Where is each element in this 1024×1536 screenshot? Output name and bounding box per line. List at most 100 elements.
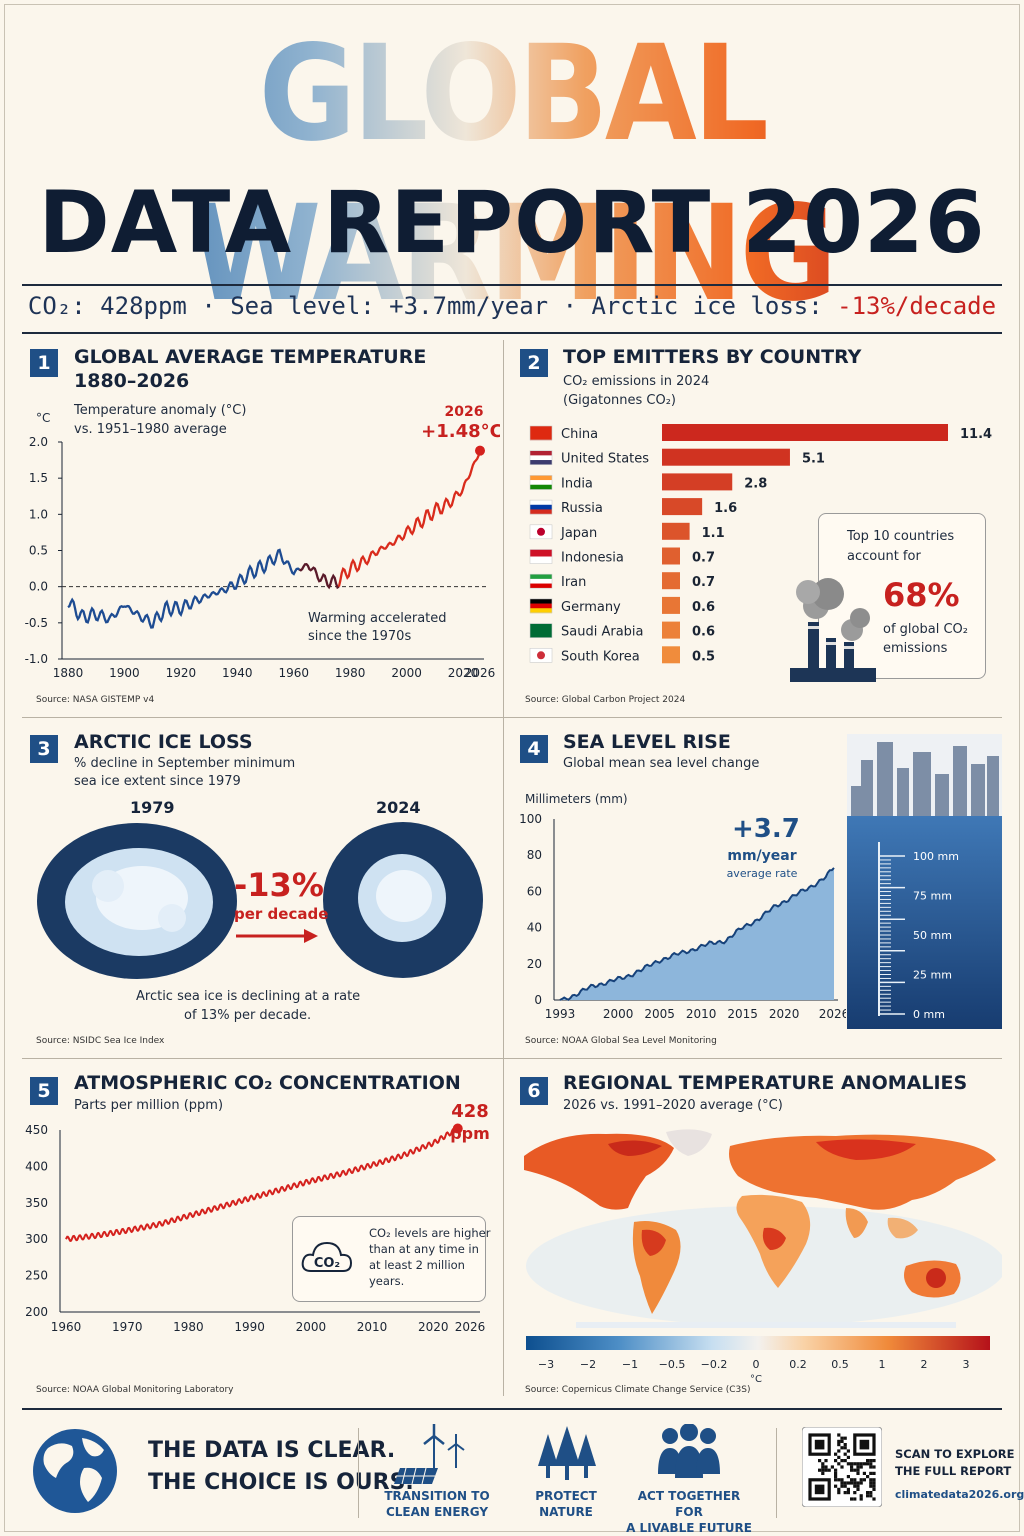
scale-tick-label: −3 [538,1358,554,1371]
panel-title: TOP EMITTERS BY COUNTRY [563,346,862,368]
y-tick-label: 1.5 [29,471,48,485]
report-url-link[interactable]: climatedata2026.org [895,1488,1024,1501]
co2-latest-unit: ppm [450,1124,490,1143]
callout-text: of global CO₂ [883,622,968,637]
panel-title: GLOBAL AVERAGE TEMPERATURE [74,346,427,368]
sea-level-area [560,867,834,1000]
action-caption: TRANSITION TO CLEAN ENERGY [380,1488,494,1520]
row-divider [22,717,1002,718]
x-tick-label: 1980 [173,1320,204,1334]
sea-rate-note: average rate [726,867,798,880]
callout-year: 2026 [445,404,484,420]
header-divider [22,284,1002,286]
y-tick-label: -1.0 [25,652,48,666]
panel-number: 2 [520,349,548,377]
chart-subtitle: Temperature anomaly (°C) [74,403,247,418]
sea-level-chart: 0 20 40 60 80 100 1993 2000 2005 2010 2015 2020 2026 [519,812,846,1021]
flag-icon [529,648,553,663]
title-line2: DATA REPORT 2026 [38,173,986,273]
scale-tick-label: 0.5 [831,1358,849,1371]
panel-subtitle: Parts per million (ppm) [74,1098,224,1113]
x-tick-label: 2000 [603,1007,634,1021]
x-tick-label: 1900 [109,666,140,680]
source-note: Source: Copernicus Climate Change Servic… [525,1385,751,1395]
action-caption-line: A LIVABLE FUTURE [626,1521,752,1535]
page-frame [4,4,1020,1532]
action-caption-line: CLEAN ENERGY [385,1505,489,1519]
y-tick-label: 450 [25,1123,48,1137]
panel-subtitle: 2026 vs. 1991–2020 average (°C) [563,1098,783,1113]
fact-text: than at any time in [369,1242,479,1256]
y-tick-label: 0.0 [29,580,48,594]
bar-value-label: 11.4 [960,427,992,442]
y-tick-label: 20 [527,957,542,971]
emissions-bar [662,621,680,639]
y-tick-label: 40 [527,921,542,935]
bar-value-label: 0.6 [692,600,715,615]
y-tick-label: 2.0 [29,435,48,449]
stat-sep: · [201,292,216,320]
anomaly-color-scale: −3 −2 −1 −0.5 −0.2 0 0.2 0.5 1 2 3 °C [526,1336,990,1384]
x-tick-label: 1993 [545,1007,576,1021]
flag-icon [529,450,553,466]
emissions-bar [662,572,680,590]
panel-number: 4 [520,735,548,763]
y-tick-label: 60 [527,884,542,898]
panel-number: 1 [30,349,58,377]
share-callout-box: Top 10 countries account for 68% of glob… [818,513,986,679]
emissions-bar [662,424,948,441]
latest-value-marker [452,1123,463,1134]
ice-caption: Arctic sea ice is declining at a rate [136,989,361,1004]
panel-title-years: 1880–2026 [74,370,190,392]
bar-value-label: 1.6 [714,501,737,516]
x-tick-label: 2026 [465,666,496,680]
scale-tick-label: −0.2 [701,1358,728,1371]
stat-co2: CO₂: 428ppm [27,292,187,320]
country-label: United States [561,452,649,467]
x-tick-label: 1920 [166,666,197,680]
key-stats: CO₂: 428ppm · Sea level: +3.7mm/year · A… [22,292,1002,320]
footer-divider [22,1408,1002,1410]
footer-divider [776,1428,777,1518]
flooded-city-gauge: 100 mm 75 mm 50 mm 25 mm 0 mm [847,734,1002,1029]
y-tick-label: 300 [25,1232,48,1246]
x-tick-label: 2000 [391,666,422,680]
action-caption: PROTECT NATURE [520,1488,612,1520]
panel-subtitle: Global mean sea level change [563,756,760,771]
country-label: Iran [561,575,586,590]
panel-number: 6 [520,1077,548,1105]
cloud-icon: CO₂ [301,1241,353,1272]
qr-code-icon[interactable] [802,1427,882,1507]
country-label: China [561,427,598,442]
scale-tick-label: 0.2 [789,1358,807,1371]
gauge-label: 75 mm [913,890,952,903]
panel-number: 5 [30,1077,58,1105]
scan-prompt: SCAN TO EXPLORE [895,1447,1015,1461]
footer-slogan: THE DATA IS CLEAR. [148,1438,396,1463]
action-caption-line: TRANSITION TO [384,1489,490,1503]
panel-subtitle: sea ice extent since 1979 [74,774,241,789]
co2-fact-box: CO₂ CO₂ levels are higher than at any ti… [292,1216,490,1302]
sea-ice-map-2024 [323,822,483,978]
scale-tick-label: 1 [879,1358,886,1371]
row-divider [22,1058,1002,1059]
scale-tick-label: 2 [921,1358,928,1371]
panel-title: ATMOSPHERIC CO₂ CONCENTRATION [74,1072,461,1094]
x-tick-label: 1960 [278,666,309,680]
footer-divider [358,1428,359,1518]
flag-icon [529,475,553,490]
emissions-bar [662,473,733,491]
series-line-recent [337,450,482,587]
y-tick-label: 0.5 [29,544,48,558]
source-note: Source: NOAA Global Sea Level Monitoring [525,1036,717,1046]
decline-rate: -13% [234,866,324,904]
x-tick-label: 2026 [455,1320,486,1334]
chart-subtitle: (Gigatonnes CO₂) [563,393,677,408]
decline-rate-unit: per decade [234,905,329,923]
country-label: India [561,476,593,491]
people-group-icon [658,1424,720,1478]
world-anomaly-map [516,1126,1002,1331]
bar-value-label: 2.8 [744,476,767,491]
panel-title: REGIONAL TEMPERATURE ANOMALIES [563,1072,968,1094]
country-label: Germany [561,600,621,615]
